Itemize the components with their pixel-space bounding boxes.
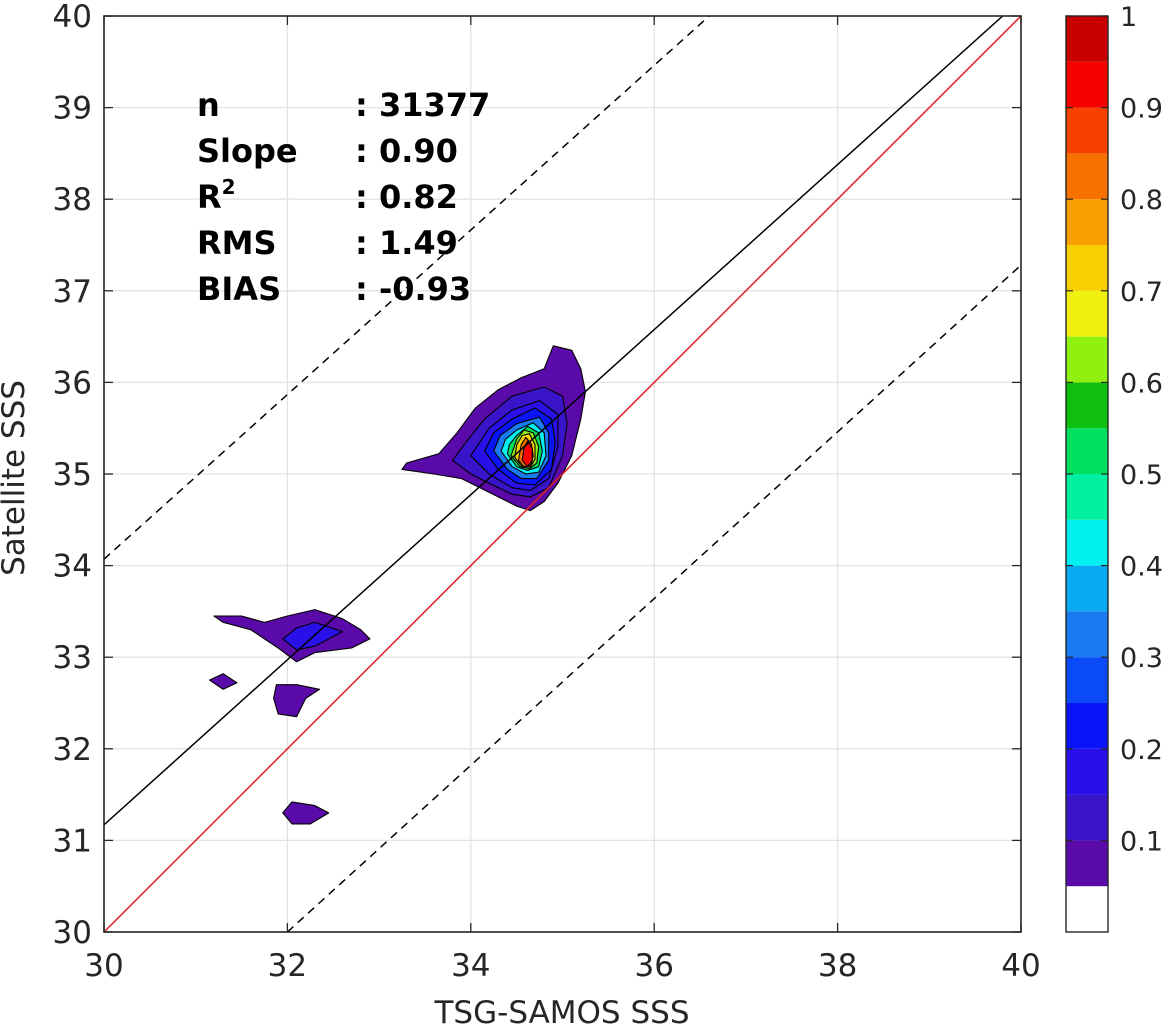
contour-main-cluster-level-10 xyxy=(521,440,533,468)
x-tick-label-4: 38 xyxy=(818,948,857,984)
colorbar-swatch-9 xyxy=(1066,474,1108,520)
grid-lines xyxy=(103,15,1022,933)
colorbar-swatch-13 xyxy=(1066,290,1108,337)
colorbar-swatch-0 xyxy=(1066,886,1108,932)
contour-bottom-cluster-level-0 xyxy=(282,801,330,825)
reference-line-lower-bound xyxy=(286,264,1021,932)
y-tick-label-7: 37 xyxy=(53,274,92,310)
contour-cluster-main-cluster xyxy=(401,345,586,512)
y-tick-label-0: 30 xyxy=(53,915,92,951)
x-axis-title: TSG-SAMOS SSS xyxy=(434,995,690,1028)
colorbar-swatch-7 xyxy=(1066,565,1108,612)
colorbar-swatch-17 xyxy=(1066,107,1108,154)
stat-label-1: Slope xyxy=(197,132,298,170)
y-axis-ticks: 30 31 32 33 34 35 36 37 38 39 40 xyxy=(53,0,1021,951)
y-tick-label-8: 38 xyxy=(53,182,92,218)
contour-small-cluster-b-level-0 xyxy=(273,684,321,718)
y-tick-label-5: 35 xyxy=(53,457,92,493)
contour-fills xyxy=(208,345,586,825)
contour-cluster-small-cluster-a xyxy=(208,673,238,690)
colorbar: 0.1 0.2 0.3 0.4 0.5 0.6 0.7 0.8 0.9 1 xyxy=(1065,2,1163,933)
colorbar-swatch-1 xyxy=(1066,840,1108,887)
y-tick-label-1: 31 xyxy=(53,823,92,859)
y-tick-label-3: 33 xyxy=(53,640,92,676)
reference-line-fit xyxy=(104,16,1004,826)
colorbar-tick-label-8: 0.9 xyxy=(1120,94,1163,125)
stat-label-3: RMS xyxy=(197,224,277,262)
stat-label-4: BIAS xyxy=(197,270,281,308)
colorbar-tick-label-0: 0.1 xyxy=(1120,826,1163,857)
x-tick-label-1: 32 xyxy=(268,948,307,984)
x-tick-label-5: 40 xyxy=(1001,948,1040,984)
contour-small-cluster-a-level-0 xyxy=(208,673,238,690)
y-tick-label-10: 40 xyxy=(53,0,92,35)
reference-line-one-to-one xyxy=(104,16,1021,932)
colorbar-tick-label-2: 0.3 xyxy=(1120,643,1163,674)
colorbar-swatch-8 xyxy=(1066,519,1108,566)
y-tick-label-2: 32 xyxy=(53,732,92,768)
y-tick-label-4: 34 xyxy=(53,549,92,585)
colorbar-tick-label-4: 0.5 xyxy=(1120,460,1163,491)
colorbar-swatch-4 xyxy=(1066,703,1108,749)
reference-lines xyxy=(104,16,1021,932)
colorbar-swatch-19 xyxy=(1066,16,1108,62)
colorbar-tick-label-9: 1 xyxy=(1120,2,1137,33)
contour-cluster-bottom-cluster xyxy=(282,801,330,825)
colorbar-tick-label-3: 0.4 xyxy=(1120,552,1163,583)
colorbar-swatch-5 xyxy=(1066,657,1108,703)
colorbar-tick-label-5: 0.6 xyxy=(1120,368,1163,399)
x-tick-label-0: 30 xyxy=(84,948,123,984)
y-tick-label-9: 39 xyxy=(53,91,92,127)
colorbar-swatch-15 xyxy=(1066,199,1108,245)
colorbar-swatch-2 xyxy=(1066,794,1108,841)
colorbar-tick-label-1: 0.2 xyxy=(1120,735,1163,766)
stat-value-3: : 1.49 xyxy=(355,224,458,262)
contour-cluster-small-cluster-b xyxy=(273,684,321,718)
stat-label-0: n xyxy=(197,86,220,124)
colorbar-swatch-18 xyxy=(1066,61,1108,108)
reference-line-upper-bound xyxy=(104,16,710,560)
stat-value-4: : -0.93 xyxy=(355,270,471,308)
colorbar-tick-label-7: 0.8 xyxy=(1120,185,1163,216)
stat-superscript-2: 2 xyxy=(222,175,236,199)
colorbar-swatch-14 xyxy=(1066,245,1108,291)
colorbar-swatch-16 xyxy=(1066,153,1108,200)
colorbar-swatch-3 xyxy=(1066,748,1108,795)
stat-value-1: : 0.90 xyxy=(355,132,458,170)
y-tick-label-6: 36 xyxy=(53,365,92,401)
x-tick-label-3: 36 xyxy=(634,948,673,984)
stat-value-0: : 31377 xyxy=(355,86,490,124)
x-tick-label-2: 34 xyxy=(451,948,490,984)
colorbar-swatch-10 xyxy=(1066,428,1108,474)
colorbar-swatch-12 xyxy=(1066,336,1108,383)
colorbar-swatch-11 xyxy=(1066,382,1108,429)
colorbar-swatch-6 xyxy=(1066,611,1108,658)
colorbar-tick-label-6: 0.7 xyxy=(1120,277,1163,308)
stat-value-2: : 0.82 xyxy=(355,178,458,216)
x-axis-ticks: 30 32 34 36 38 40 xyxy=(84,16,1041,984)
y-axis-title: Satellite SSS xyxy=(0,380,32,576)
